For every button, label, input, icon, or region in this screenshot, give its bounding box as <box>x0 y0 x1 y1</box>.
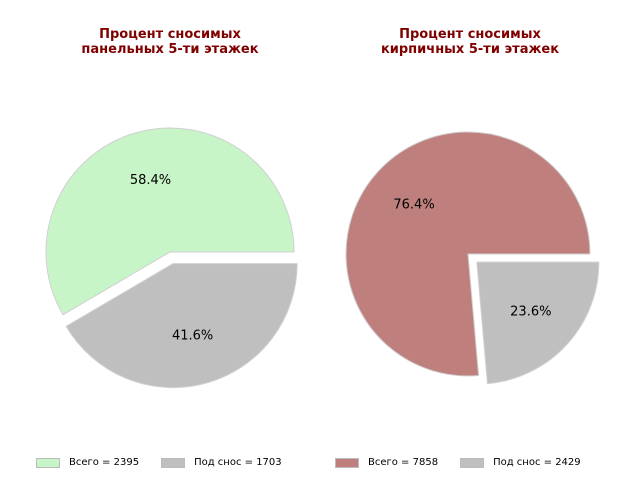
legend-panel: Всего = 2395 Под снос = 1703 <box>36 457 304 468</box>
legend-1-swatch-0 <box>335 457 359 468</box>
pie-0-slice-1 <box>65 263 298 389</box>
title-line-1: Процент сносимых <box>399 27 541 42</box>
legend-0-swatch-1 <box>161 457 186 468</box>
legend-1-swatch-1 <box>460 457 485 468</box>
legend-1-label-0: Всего = 7858 <box>368 457 439 468</box>
legend-1-label-1: Под снос = 2429 <box>493 457 581 468</box>
pie-0-pct-label-1: 41.6% <box>172 328 213 343</box>
legend-0-item-0: Всего = 2395 <box>36 457 139 468</box>
legend-0-item-1: Под снос = 1703 <box>161 457 282 468</box>
legend-0-swatch-0 <box>36 457 60 468</box>
pie-1-slice-1 <box>476 261 600 385</box>
chart-title-brick: Процент сносимых кирпичных 5-ти этажек <box>340 27 600 57</box>
title-line-2: кирпичных 5-ти этажек <box>380 42 560 57</box>
legend-0-label-1: Под снос = 1703 <box>194 457 282 468</box>
pie-1-pct-label-1: 23.6% <box>510 305 551 320</box>
pie-1-slice-0 <box>345 131 591 377</box>
legend-0-label-0: Всего = 2395 <box>69 457 140 468</box>
title-line-2: панельных 5-ти этажек <box>81 42 259 57</box>
legend-brick: Всего = 7858 Под снос = 2429 <box>335 457 603 468</box>
legend-1-item-0: Всего = 7858 <box>335 457 438 468</box>
title-line-1: Процент сносимых <box>99 27 241 42</box>
chart-title-panel: Процент сносимых панельных 5-ти этажек <box>40 27 300 57</box>
legend-1-item-1: Под снос = 2429 <box>460 457 581 468</box>
pie-0-pct-label-0: 58.4% <box>130 173 171 188</box>
pie-0-slice-0 <box>45 127 295 316</box>
pie-1-pct-label-0: 76.4% <box>393 198 434 213</box>
